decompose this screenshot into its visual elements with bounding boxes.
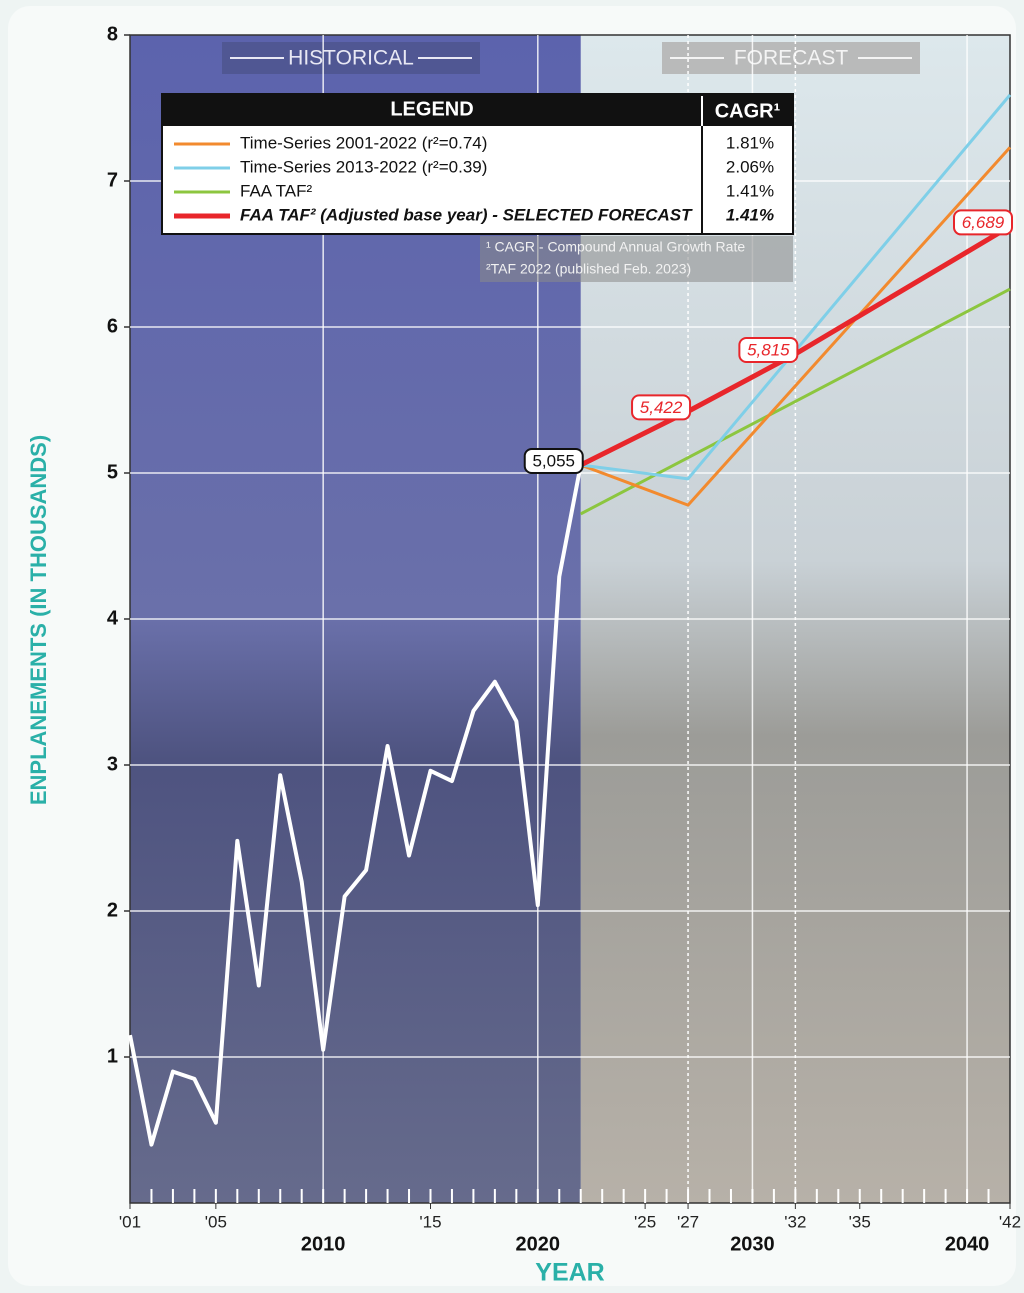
series-line [579, 224, 1012, 468]
x-tick-label: '27 [677, 1212, 699, 1231]
series-line [580, 146, 1012, 507]
y-tick-label: 7 [107, 169, 118, 191]
legend-title: LEGEND [390, 98, 473, 120]
y-tick-label: 4 [107, 607, 119, 629]
x-tick-label: '25 [634, 1212, 656, 1231]
section-label: HISTORICAL [288, 47, 414, 70]
data-label-box [738, 337, 799, 364]
x-tick-label: '01 [119, 1212, 141, 1231]
data-label-box [631, 394, 692, 421]
legend-value-title: CAGR¹ [715, 100, 781, 122]
legend-cagr: 1.41% [726, 205, 774, 224]
y-tick-label: 3 [107, 753, 118, 775]
legend-cagr: 1.41% [726, 181, 774, 200]
legend-cagr: 2.06% [726, 157, 774, 176]
x-tick-label: '15 [419, 1212, 441, 1231]
series-line [580, 93, 1012, 481]
x-major-label: 2040 [945, 1233, 990, 1255]
series-line [128, 464, 583, 1147]
x-tick-label: '35 [849, 1212, 871, 1231]
legend-cagr: 1.81% [726, 133, 774, 152]
x-major-label: 2030 [730, 1233, 775, 1255]
data-label: 5,055 [532, 451, 575, 470]
section-label: FORECAST [734, 47, 849, 70]
data-label: 6,689 [962, 213, 1005, 232]
legend-label: FAA TAF² [240, 181, 312, 200]
x-major-label: 2010 [301, 1233, 346, 1255]
footnote-box [480, 236, 793, 282]
y-tick-label: 6 [107, 315, 118, 337]
data-label-box [523, 447, 584, 474]
legend-label: FAA TAF² (Adjusted base year) - SELECTED… [240, 205, 693, 224]
x-tick-label: '05 [205, 1212, 227, 1231]
y-axis-label: ENPLANEMENTS (IN THOUSANDS) [26, 435, 51, 805]
data-label: 5,815 [747, 340, 790, 359]
y-tick-label: 1 [107, 1045, 118, 1067]
y-tick-label: 8 [107, 23, 118, 45]
legend-header [162, 94, 793, 126]
legend: LEGEND CAGR¹ Time-Series 2001-2022 (r²=0.7… [161, 93, 794, 282]
x-tick-label: '42 [999, 1212, 1021, 1231]
data-label-box [953, 209, 1013, 236]
footnote: ²TAF 2022 (published Feb. 2023) [486, 261, 691, 277]
legend-label: Time-Series 2001-2022 (r²=0.74) [240, 133, 487, 152]
x-tick-label: '32 [784, 1212, 806, 1231]
y-tick-label: 5 [107, 461, 118, 483]
legend-label: Time-Series 2013-2022 (r²=0.39) [240, 157, 487, 176]
x-axis-label: YEAR [535, 1259, 604, 1287]
footnote: ¹ CAGR - Compound Annual Growth Rate [486, 239, 745, 255]
x-major-label: 2020 [516, 1233, 561, 1255]
data-label: 5,422 [640, 398, 683, 417]
y-tick-label: 2 [107, 899, 118, 921]
lines: 5,055 5,422 5,815 6,689 [128, 93, 1013, 1147]
series-line [580, 287, 1011, 516]
